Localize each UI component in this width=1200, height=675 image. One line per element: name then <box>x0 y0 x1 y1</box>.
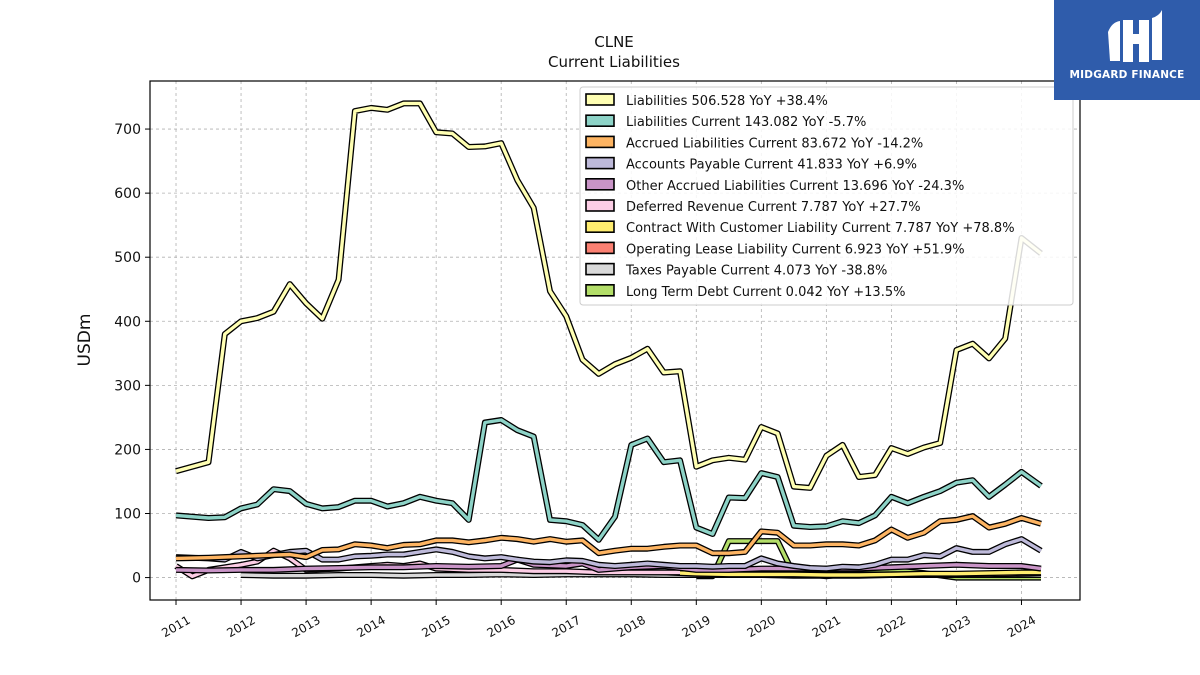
y-tick-label: 200 <box>114 442 141 458</box>
brand-logo: MIDGARD FINANCE <box>1054 0 1200 100</box>
legend-entry: Taxes Payable Current 4.073 YoY -38.8% <box>625 264 887 279</box>
legend-entry: Liabilities 506.528 YoY +38.4% <box>626 94 828 109</box>
x-tick-label: 2015 <box>419 613 452 640</box>
legend-entry: Other Accrued Liabilities Current 13.696… <box>626 179 964 194</box>
series-line <box>175 101 1043 490</box>
legend-swatch <box>585 93 615 106</box>
series-line <box>175 418 1042 542</box>
legend-swatch <box>585 199 615 212</box>
y-axis-label: USDm <box>75 314 95 367</box>
x-tick-label: 2011 <box>159 613 192 640</box>
x-tick-label: 2021 <box>810 613 843 640</box>
x-tick-label: 2012 <box>224 613 257 640</box>
series-line <box>175 537 1042 571</box>
legend-swatch <box>585 283 615 297</box>
legend-swatch <box>585 220 615 233</box>
chart-subtitle: Current Liabilities <box>548 53 680 71</box>
legend-swatch <box>585 178 615 191</box>
legend-swatch <box>585 114 615 127</box>
legend-swatch <box>585 135 615 149</box>
y-tick-label: 100 <box>114 507 141 523</box>
series-line <box>631 570 1041 577</box>
y-tick-label: 500 <box>114 250 141 266</box>
x-tick-label: 2017 <box>549 613 582 640</box>
plot-frame <box>149 80 1081 601</box>
legend-entry: Operating Lease Liability Current 6.923 … <box>626 242 965 257</box>
legend-swatch <box>585 241 615 255</box>
legend-swatch <box>585 262 615 276</box>
x-tick-label: 2022 <box>875 613 908 640</box>
series-line <box>175 557 1042 573</box>
legend-entry: Accrued Liabilities Current 83.672 YoY -… <box>626 136 923 151</box>
brand-logo-icon <box>1108 10 1162 62</box>
legend-entry: Long Term Debt Current 0.042 YoY +13.5% <box>626 285 905 300</box>
y-tick-label: 400 <box>114 314 141 330</box>
legend-entry: Accounts Payable Current 41.833 YoY +6.9… <box>626 158 917 173</box>
legend-entry: Contract With Customer Liability Current… <box>626 221 1015 236</box>
legend: Liabilities 506.528 YoY +38.4% Liabilitie… <box>579 86 1074 306</box>
x-tick-label: 2014 <box>354 613 387 640</box>
x-tick-label: 2016 <box>484 613 517 640</box>
y-tick-label: 700 <box>114 122 141 138</box>
y-tick-label: 600 <box>114 186 141 202</box>
x-tick-label: 2020 <box>745 613 778 640</box>
legend-entry: Deferred Revenue Current 7.787 YoY +27.7… <box>626 200 921 215</box>
brand-logo-text: MIDGARD FINANCE <box>1069 69 1185 81</box>
y-tick-label: 300 <box>114 378 141 394</box>
legend-entry: Liabilities Current 143.082 YoY -5.7% <box>626 115 866 130</box>
x-tick-label: 2024 <box>1005 613 1038 640</box>
y-tick-label: 0 <box>132 571 141 587</box>
x-tick-label: 2023 <box>940 613 973 640</box>
series-line <box>175 514 1042 561</box>
x-tick-label: 2018 <box>615 613 648 640</box>
legend-box <box>579 86 1074 306</box>
legend-swatch <box>585 156 615 170</box>
series-layer <box>174 100 1043 581</box>
chart-title: CLNE <box>594 33 634 51</box>
x-tick-label: 2019 <box>680 613 713 640</box>
x-tick-label: 2013 <box>289 613 322 640</box>
